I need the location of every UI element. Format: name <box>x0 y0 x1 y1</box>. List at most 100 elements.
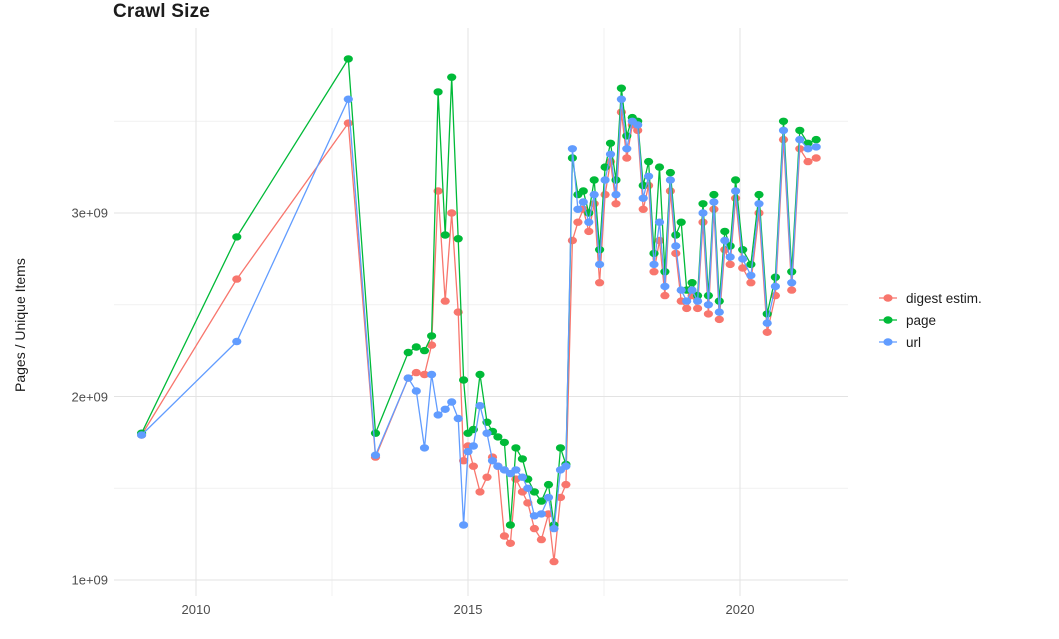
data-point-url <box>638 194 648 202</box>
data-point-url <box>693 297 703 305</box>
data-point-url <box>644 172 654 180</box>
data-point-url <box>411 387 421 395</box>
data-point-url <box>709 198 719 206</box>
data-point-page <box>660 268 670 276</box>
data-point-url <box>567 145 578 153</box>
data-point-url <box>803 145 813 153</box>
data-point-page <box>595 246 605 254</box>
data-point-digest <box>811 154 821 162</box>
data-point-digest <box>411 368 421 377</box>
legend-label: digest estim. <box>906 290 982 306</box>
data-point-url <box>595 260 605 269</box>
data-point-digest <box>746 279 756 287</box>
data-point-url <box>654 218 665 226</box>
data-point-url <box>795 135 805 144</box>
data-point-digest <box>622 154 632 162</box>
data-point-page <box>459 376 469 384</box>
data-point-url <box>703 301 714 309</box>
legend-dot <box>883 316 893 324</box>
legend-entry-url: url <box>878 331 982 353</box>
data-point-digest <box>232 275 242 283</box>
data-point-url <box>616 95 627 103</box>
legend: digest estim. page url <box>878 287 982 353</box>
data-point-digest <box>567 236 578 245</box>
data-point-digest <box>738 264 748 272</box>
data-point-page <box>811 135 821 144</box>
data-point-url <box>523 484 533 492</box>
data-point-url <box>698 209 708 217</box>
data-point-url <box>584 218 594 226</box>
data-point-url <box>605 150 616 158</box>
data-point-page <box>433 88 443 96</box>
data-point-page <box>746 260 756 269</box>
data-point-digest <box>482 473 492 481</box>
legend-key-icon <box>879 316 897 324</box>
data-point-page <box>447 73 457 81</box>
legend-label: page <box>906 312 937 328</box>
data-point-digest <box>660 291 670 300</box>
data-point-url <box>778 126 789 135</box>
data-point-page <box>536 497 547 505</box>
data-point-url <box>633 121 643 129</box>
data-point-digest <box>693 304 703 313</box>
data-point-digest <box>427 341 437 349</box>
data-point-page <box>427 332 437 340</box>
data-point-url <box>738 255 748 263</box>
legend-label: url <box>906 334 922 350</box>
data-point-digest <box>638 205 648 213</box>
data-point-page <box>343 55 353 63</box>
data-point-digest <box>595 279 605 287</box>
data-point-digest <box>529 524 540 533</box>
data-point-url <box>660 282 670 291</box>
data-point-page <box>754 190 764 199</box>
data-point-page <box>493 433 503 441</box>
data-point-url <box>468 442 478 450</box>
data-point-digest <box>600 190 610 199</box>
data-point-url <box>687 286 697 294</box>
data-point-url <box>720 236 730 245</box>
data-point-page <box>589 176 599 184</box>
data-point-url <box>482 429 492 437</box>
data-point-page <box>687 279 697 287</box>
data-point-url <box>787 279 797 287</box>
legend-entry-page: page <box>878 309 982 331</box>
chart-title: Crawl Size <box>113 1 211 22</box>
data-point-url <box>671 242 681 250</box>
data-point-url <box>433 411 443 419</box>
data-point-page <box>616 84 627 92</box>
series-line-page <box>141 58 817 526</box>
data-point-digest <box>440 297 450 305</box>
data-point-page <box>517 455 528 463</box>
data-point-page <box>644 157 654 166</box>
data-point-page <box>778 117 789 126</box>
data-point-url <box>600 176 610 184</box>
data-point-url <box>770 282 781 291</box>
data-point-url <box>754 200 764 208</box>
data-point-page <box>505 521 515 529</box>
x-tick-label: 2015 <box>453 602 483 617</box>
data-point-url <box>459 521 469 529</box>
data-point-url <box>573 205 583 213</box>
data-point-digest <box>475 488 485 496</box>
data-point-digest <box>803 157 813 166</box>
data-point-url <box>611 190 621 199</box>
data-point-page <box>453 235 463 243</box>
data-point-digest <box>549 557 559 566</box>
y-tick-label: 3e+09 <box>71 205 108 221</box>
data-point-url <box>714 308 724 316</box>
data-point-page <box>403 348 413 357</box>
data-point-page <box>698 200 708 208</box>
data-point-digest <box>505 539 515 547</box>
data-point-page <box>578 187 588 195</box>
data-point-url <box>403 374 413 382</box>
data-point-digest <box>573 218 583 226</box>
data-point-page <box>499 438 509 447</box>
data-point-url <box>463 447 473 456</box>
legend-dot <box>883 338 893 346</box>
data-point-digest <box>671 249 681 258</box>
x-tick-label: 2020 <box>725 602 755 617</box>
data-point-digest <box>536 535 547 544</box>
data-point-page <box>654 163 665 171</box>
